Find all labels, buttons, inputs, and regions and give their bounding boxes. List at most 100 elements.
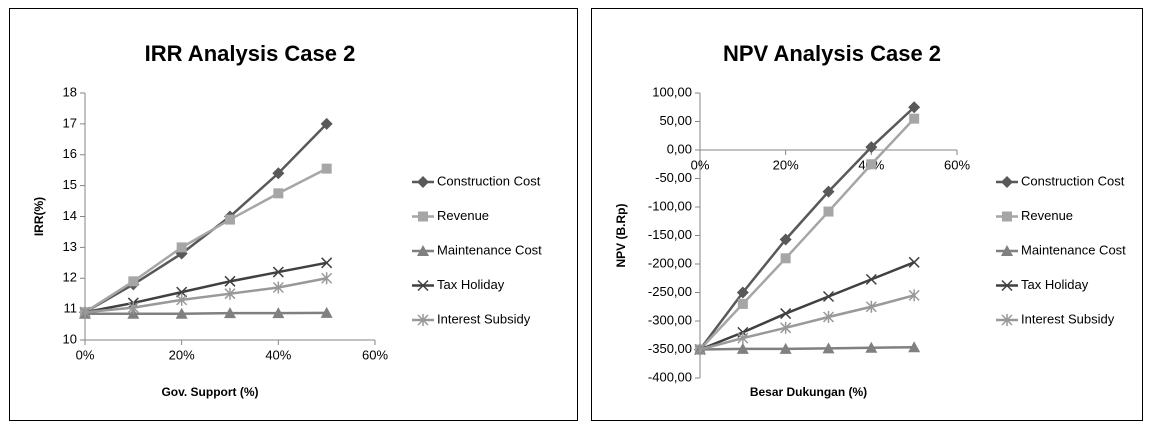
series-line [699,294,915,351]
y-tick-label: 0,00 [667,141,692,156]
x-axis-title: Besar Dukungan (%) [750,385,867,399]
data-point [272,281,284,294]
series-line [84,277,327,314]
data-point [224,275,236,287]
legend-marker [417,314,429,326]
x-tick-label: 0% [691,157,710,172]
y-tick-label: 10 [63,331,77,346]
data-point [79,306,91,319]
data-point [822,342,835,354]
data-point [694,343,706,356]
y-tick-label: -250,00 [648,284,692,299]
data-point [736,286,749,299]
y-tick-label: -300,00 [648,312,692,327]
y-tick-label: 100,00 [652,84,692,99]
data-point [908,341,921,353]
y-tick-label: 13 [63,239,77,254]
legend-label: Interest Subsidy [1021,311,1115,326]
data-point [822,185,835,198]
x-tick-label: 60% [944,157,970,172]
series-line [84,167,328,314]
series-line [84,123,328,314]
data-point [865,341,878,353]
x-tick-label: 0% [76,347,95,362]
data-point [127,301,139,314]
data-point [779,342,792,354]
legend-marker [1001,245,1013,256]
data-point [779,233,792,246]
data-point [823,206,834,217]
data-point [908,101,921,114]
y-tick-label: 17 [63,115,77,130]
data-point [822,290,835,303]
data-point [822,311,835,324]
data-point [321,163,332,174]
x-tick-label: 20% [773,157,799,172]
y-tick-label: -400,00 [648,369,692,384]
y-tick-label: 12 [63,270,77,285]
data-point [273,188,284,199]
data-point [737,332,749,345]
data-point [737,298,748,309]
data-point [176,293,188,306]
chart-title: NPV Analysis Case 2 [723,41,941,66]
data-point [224,287,236,300]
data-point [320,306,333,318]
legend-marker [417,176,429,188]
series-line [84,261,327,314]
y-tick-label: -200,00 [648,255,692,270]
x-axis-title: Gov. Support (%) [161,385,258,399]
legend-marker [1001,314,1013,326]
data-point [865,141,878,154]
legend-label: Construction Cost [1021,173,1125,188]
legend-label: Maintenance Cost [437,242,542,257]
data-point [865,273,877,285]
data-point [908,289,920,302]
y-tick-label: 14 [63,208,77,223]
legend-label: Tax Holiday [437,277,505,292]
x-tick-label: 20% [169,347,195,362]
data-point [321,272,333,285]
legend-marker [1001,176,1013,188]
data-point [272,266,284,278]
legend-label: Revenue [437,208,489,223]
data-point [128,276,139,287]
y-tick-label: 16 [63,146,77,161]
data-point [908,256,920,268]
data-point [320,117,333,130]
data-point [224,307,236,319]
legend-marker [417,245,429,256]
legend-label: Revenue [1021,208,1073,223]
y-tick-label: -50,00 [655,170,692,185]
y-axis-title: IRR(%) [32,197,46,236]
legend-marker [1002,211,1012,222]
data-point [175,307,188,319]
data-point [321,257,333,269]
chart-frame [9,8,578,421]
y-tick-label: 15 [63,177,77,192]
data-point [866,159,877,170]
x-tick-label: 60% [362,347,388,362]
legend-label: Construction Cost [437,173,541,188]
x-tick-label: 40% [265,347,291,362]
y-tick-label: -100,00 [648,198,692,213]
y-tick-label: 50,00 [659,113,692,128]
series-line [699,345,915,351]
data-point [780,253,791,264]
y-tick-label: -150,00 [648,227,692,242]
legend-label: Maintenance Cost [1021,242,1126,257]
chart-title: IRR Analysis Case 2 [145,41,356,66]
data-point [176,242,187,253]
y-tick-label: 18 [63,84,77,99]
data-point [225,214,235,225]
data-point [272,167,285,180]
legend-marker [417,279,429,292]
legend-label: Tax Holiday [1021,277,1089,292]
data-point [736,342,749,354]
y-axis-title: NPV (B.Rp) [614,204,628,268]
series-line [699,106,916,351]
data-point [909,113,920,124]
y-tick-label: -350,00 [648,341,692,356]
legend-marker [1001,279,1013,292]
